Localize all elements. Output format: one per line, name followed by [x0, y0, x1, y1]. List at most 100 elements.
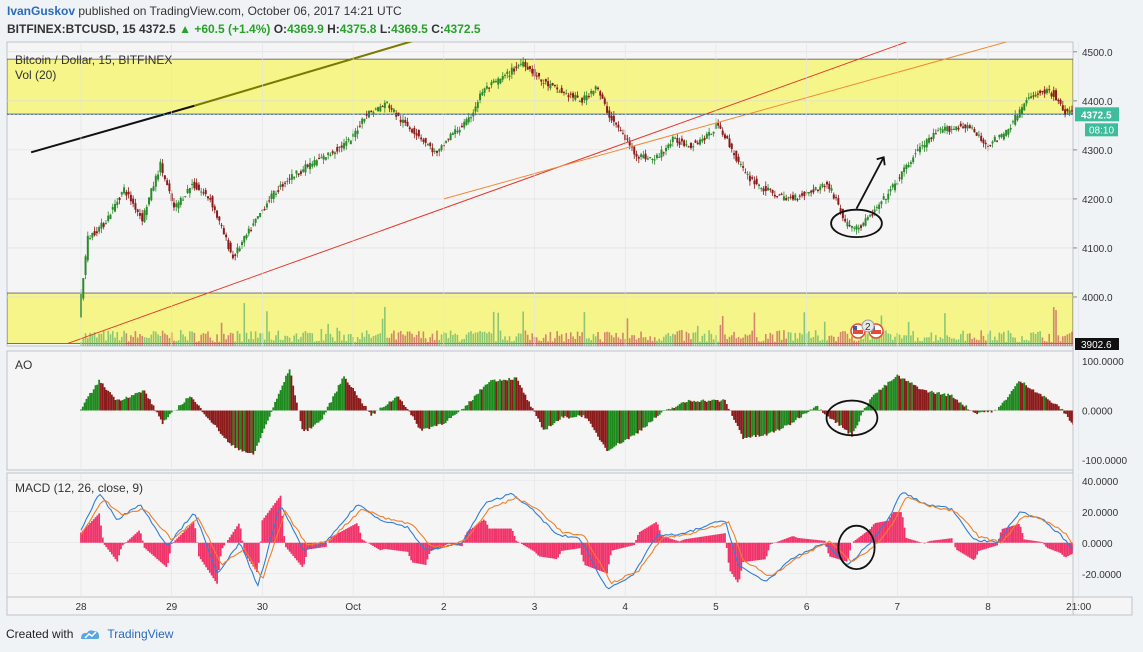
ao-bar	[727, 408, 730, 411]
ao-bar	[127, 397, 130, 411]
volume-bar	[869, 339, 871, 346]
candle-body	[234, 254, 237, 257]
candle-body	[114, 203, 117, 212]
open-label: O:	[273, 22, 288, 36]
macd-histogram-bar	[970, 542, 973, 559]
macd-histogram-bar	[618, 542, 621, 549]
candle-body	[572, 93, 575, 98]
macd-histogram-bar	[491, 528, 494, 543]
volume-bar	[667, 332, 670, 346]
ao-bar	[754, 410, 757, 438]
volume-bar	[631, 335, 633, 346]
macd-histogram-bar	[803, 538, 806, 543]
candle-body	[982, 139, 985, 144]
candle-body	[309, 162, 312, 170]
ao-bar	[624, 410, 627, 440]
volume-bar	[687, 333, 690, 346]
volume-bar	[139, 334, 141, 346]
ao-bar	[246, 410, 249, 453]
volume-bar	[254, 331, 257, 346]
macd-histogram-bar	[176, 538, 179, 543]
macd-histogram-bar	[236, 526, 238, 543]
macd-histogram-bar	[321, 542, 324, 548]
macd-histogram-bar	[595, 542, 598, 570]
candle-body	[778, 194, 781, 196]
macd-histogram-bar	[1056, 542, 1058, 552]
macd-histogram-bar	[435, 542, 438, 549]
ao-bar	[188, 396, 191, 411]
volume-bar	[229, 332, 232, 346]
volume-bar	[225, 339, 227, 346]
ao-bar	[1068, 410, 1071, 421]
candle-body	[814, 187, 817, 190]
ao-bar	[794, 410, 797, 421]
candle-body	[397, 112, 400, 116]
ao-bar	[152, 405, 155, 411]
candle-body	[703, 138, 706, 141]
macd-histogram-bar	[716, 534, 719, 543]
macd-histogram-bar	[747, 542, 750, 562]
volume-bar	[195, 341, 198, 346]
macd-histogram-bar	[444, 542, 447, 546]
volume-bar	[728, 336, 731, 346]
candle-body	[202, 192, 205, 194]
ao-bar	[359, 398, 362, 411]
macd-histogram-bar	[80, 532, 82, 543]
candle-body	[667, 144, 670, 149]
macd-histogram-bar	[1034, 540, 1037, 543]
volume-bar	[370, 337, 373, 346]
candle-body	[864, 218, 867, 226]
ao-bar	[586, 410, 589, 419]
tradingview-link[interactable]: TradingView	[107, 627, 174, 641]
volume-bar	[390, 333, 393, 346]
ao-bar	[740, 410, 743, 434]
volume-bar	[118, 340, 121, 346]
candle-body	[431, 147, 434, 153]
macd-histogram-bar	[399, 542, 402, 551]
volume-bar	[481, 332, 484, 346]
ao-bar	[807, 410, 810, 412]
macd-histogram-bar	[569, 542, 572, 550]
candle-body	[748, 175, 751, 182]
ao-bar	[373, 410, 376, 414]
volume-bar	[220, 322, 223, 346]
macd-histogram-bar	[488, 528, 491, 543]
ao-bar	[667, 408, 670, 411]
candle-body	[238, 248, 241, 251]
ao-bar	[243, 410, 246, 452]
candle-body	[1014, 115, 1017, 125]
candle-body	[735, 150, 738, 161]
volume-bar	[141, 335, 144, 346]
volume-bar	[497, 312, 500, 346]
time-tick-label: 5	[713, 602, 719, 613]
macd-histogram-bar	[909, 539, 911, 543]
ao-bar	[691, 401, 694, 411]
ao-bar	[228, 410, 231, 444]
macd-histogram-bar	[96, 515, 99, 543]
volume-bar	[182, 334, 184, 346]
volume-bar	[386, 337, 388, 346]
candle-body	[519, 63, 522, 65]
macd-histogram-bar	[533, 542, 536, 552]
macd-histogram-bar	[617, 542, 619, 550]
macd-histogram-bar	[1005, 527, 1008, 543]
ao-bar	[646, 410, 648, 427]
volume-bar	[402, 334, 404, 346]
macd-histogram-bar	[301, 542, 304, 567]
ao-bar	[90, 392, 93, 411]
macd-histogram-bar	[836, 542, 839, 559]
volume-bar	[189, 331, 191, 346]
volume-bar	[857, 340, 860, 346]
macd-histogram-bar	[212, 542, 215, 579]
ao-bar	[994, 409, 997, 411]
ao-bar	[776, 410, 779, 430]
candle-body	[914, 153, 917, 155]
volume-bar	[198, 341, 200, 346]
macd-histogram-bar	[392, 542, 394, 551]
ao-bar	[929, 391, 931, 411]
ao-bar	[245, 410, 247, 453]
macd-histogram-bar	[317, 542, 320, 548]
author-link[interactable]: IvanGuskov	[7, 4, 76, 18]
macd-histogram-bar	[950, 538, 953, 543]
